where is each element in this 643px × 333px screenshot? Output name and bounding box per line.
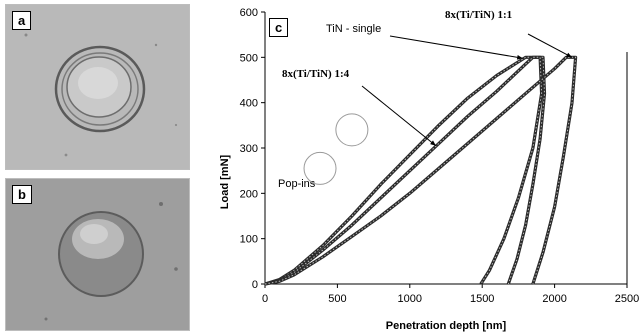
y-tick-label: 100 (240, 234, 258, 246)
y-tick-label: 600 (240, 7, 258, 19)
annotation-arrowhead (516, 55, 523, 60)
y-tick-label: 400 (240, 98, 258, 110)
series-line-highlight-0 (264, 56, 546, 285)
y-axis-title: Load [mN] (219, 154, 231, 209)
annotation-arrowhead (430, 140, 436, 146)
series-line-highlight-2 (264, 56, 577, 285)
annotation-label: 8x(Ti/TiN) 1:4 (282, 68, 350, 80)
y-tick-label: 200 (240, 188, 258, 200)
annotation-label: Pop-ins (278, 178, 316, 190)
annotation-label: 8x(Ti/TiN) 1:1 (445, 9, 512, 21)
x-axis-title: Penetration depth [nm] (386, 320, 507, 332)
x-tick-label: 1500 (470, 293, 494, 305)
micrograph-a: a (5, 4, 190, 170)
indent-image-a (6, 5, 189, 169)
x-tick-label: 1000 (398, 293, 422, 305)
y-tick-label: 500 (240, 52, 258, 64)
annotation-arrowhead (566, 52, 572, 58)
x-tick-label: 0 (262, 293, 268, 305)
annotation-arrow (527, 33, 573, 58)
x-tick-label: 500 (328, 293, 346, 305)
panel-label-b: b (12, 185, 32, 204)
annotation-arrow (361, 85, 437, 147)
x-tick-label: 2000 (542, 293, 566, 305)
micrograph-b: b (5, 178, 190, 331)
x-tick-label: 2500 (615, 293, 639, 305)
y-tick-label: 300 (240, 143, 258, 155)
series-line-0 (264, 55, 547, 286)
series-line-1 (264, 55, 544, 286)
panel-label-c: c (269, 18, 289, 37)
pop-in-circle (303, 151, 337, 185)
pop-in-circle (335, 113, 369, 147)
annotation-arrow (389, 35, 523, 59)
panel-label-a: a (12, 11, 32, 30)
y-tick-label: 0 (252, 279, 258, 291)
indent-image-b (6, 179, 189, 330)
annotation-label: TiN - single (326, 23, 381, 35)
